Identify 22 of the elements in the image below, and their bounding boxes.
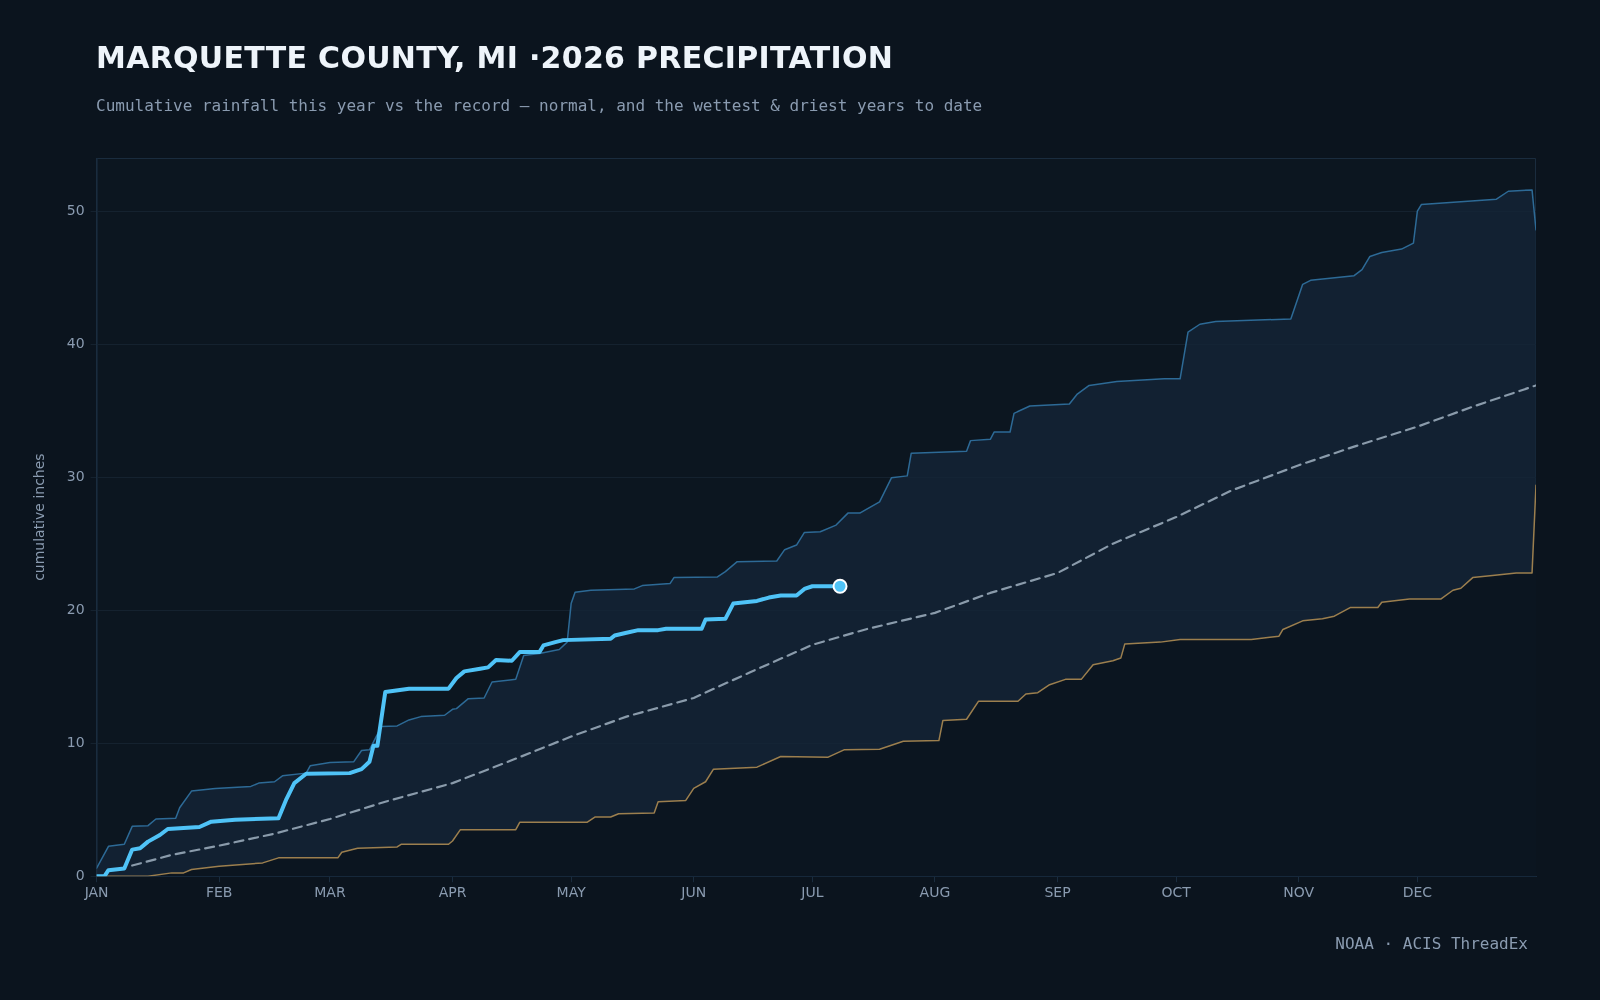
y-tick-label: 20 (66, 600, 85, 617)
y-tick-label: 30 (66, 467, 85, 484)
x-tick-label: JAN (83, 884, 109, 901)
y-tick-label: 10 (66, 733, 85, 750)
x-tick-label: NOV (1283, 884, 1315, 901)
x-tick-label: MAY (556, 884, 587, 901)
x-tick-label: JUN (680, 884, 707, 901)
x-tick-label: APR (438, 884, 467, 901)
y-tick-label: 0 (75, 866, 85, 883)
x-tick-label: OCT (1161, 884, 1192, 901)
chart-title: MARQUETTE COUNTY, MI ·2026 PRECIPITATION (96, 40, 894, 75)
y-tick-label: 40 (66, 334, 85, 351)
x-tick-label: SEP (1044, 884, 1071, 901)
x-tick-label: FEB (205, 884, 233, 901)
x-tick-label: AUG (919, 884, 951, 901)
chart-subtitle: Cumulative rainfall this year vs the record — normal, and the wettest & driest years to date (96, 96, 983, 115)
text: NOAA · ACIS ThreadEx (1335, 934, 1528, 953)
x-tick-label: DEC (1402, 884, 1433, 901)
x-tick-label: JUL (800, 884, 824, 901)
y-tick-label: 50 (66, 201, 85, 218)
y-axis-title: cumulative inches (31, 453, 48, 581)
x-tick-label: MAR (314, 884, 346, 901)
